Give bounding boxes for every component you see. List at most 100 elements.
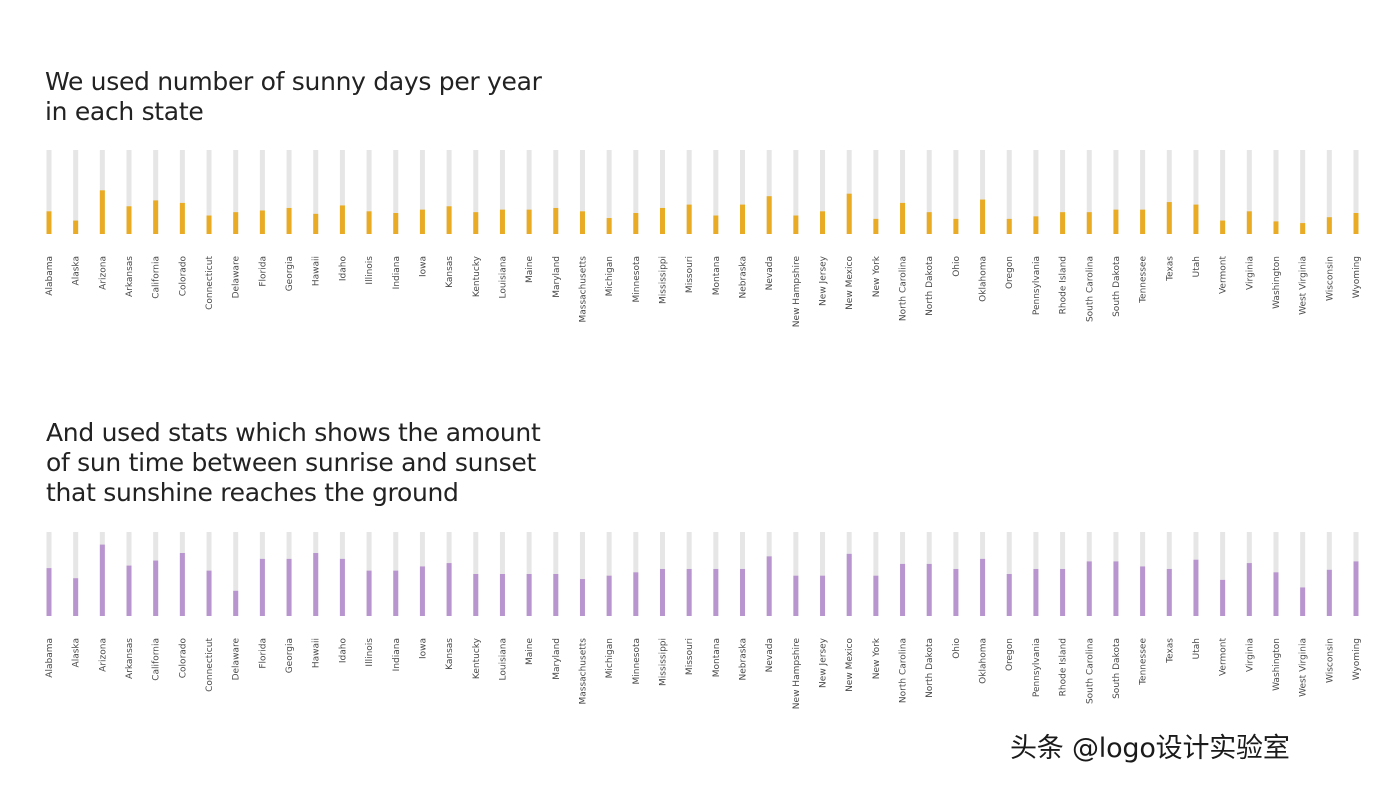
sun-time-tick-label: Hawaii: [312, 638, 322, 668]
sun-time-bar: [1273, 572, 1279, 616]
sun-time-tick-label: Maryland: [552, 638, 562, 680]
sun-time-track: [820, 532, 826, 616]
sunny-days-tick-label: Indiana: [392, 256, 402, 289]
sun-time-tick-label: Georgia: [285, 638, 295, 673]
sunny-days-bar: [900, 202, 906, 234]
sun-time-track: [73, 532, 79, 616]
sunny-days-bar: [286, 207, 292, 234]
sun-time-bar: [446, 563, 452, 616]
sunny-days-bar: [1113, 209, 1119, 234]
sunny-days-track: [1086, 150, 1092, 234]
sunny-days-track: [1140, 150, 1146, 234]
sun-time-tick-label: Iowa: [418, 638, 428, 659]
sunny-days-tick-label: Oregon: [1005, 256, 1015, 289]
sunny-days-track: [926, 150, 932, 234]
sun-time-bar: [1326, 569, 1332, 616]
sunny-days-track: [980, 150, 986, 234]
sun-time-bar: [473, 574, 479, 616]
sunny-days-tick-label: Iowa: [418, 256, 428, 277]
sun-time-bar: [1086, 561, 1092, 616]
sun-time-track: [1300, 532, 1306, 616]
sunny-days-bar: [606, 218, 612, 234]
sunny-days-track: [740, 150, 746, 234]
sunny-days-tick-label: North Carolina: [899, 256, 909, 321]
sunny-days-bar: [1353, 213, 1359, 234]
sunny-days-track: [1246, 150, 1252, 234]
sunny-days-tick-label: Illinois: [365, 256, 375, 285]
sunny-days-tick-label: Maine: [525, 256, 535, 283]
sunny-days-tick-label: Maryland: [552, 256, 562, 298]
sun-time-bar: [286, 558, 292, 616]
chart-1-heading: We used number of sunny days per year in…: [45, 67, 542, 127]
sunny-days-track: [206, 150, 212, 234]
sunny-days-tick-label: Minnesota: [632, 256, 642, 302]
sunny-days-track: [659, 150, 665, 234]
sunny-days-bar: [846, 193, 852, 234]
sunny-days-track: [686, 150, 692, 234]
sunny-days-track: [473, 150, 479, 234]
sun-time-tick-label: Minnesota: [632, 638, 642, 684]
sun-time-bar: [126, 565, 132, 616]
sun-time-tick-label: Connecticut: [205, 638, 215, 692]
sun-time-chart: Alabama Alaska Arizona Arkansas California Co…: [45, 532, 1362, 709]
sunny-days-track: [846, 150, 852, 234]
sunny-days-track: [1273, 150, 1279, 234]
sunny-days-track: [900, 150, 906, 234]
sunny-days-chart: Alabama Alaska Arizona Arkansas California Co…: [45, 150, 1362, 327]
sunny-days-tick-label: Oklahoma: [979, 256, 989, 302]
sunny-days-bar: [553, 207, 559, 234]
sunny-days-track: [46, 150, 52, 234]
chart-2-heading-line-1: And used stats which shows the amount: [46, 418, 541, 447]
sunny-days-bar: [1033, 216, 1039, 234]
sunny-days-track: [366, 150, 372, 234]
sunny-days-bar: [499, 209, 505, 234]
sunny-days-bar: [339, 205, 345, 234]
sunny-days-tick-label: Ohio: [952, 256, 962, 277]
sun-time-bar: [1193, 559, 1199, 616]
sunny-days-track: [766, 150, 772, 234]
sunny-days-tick-label: Massachusetts: [578, 256, 588, 323]
sun-time-bar: [233, 590, 239, 616]
sunny-days-bar: [259, 210, 265, 234]
sun-time-tick-label: Montana: [712, 638, 722, 677]
sunny-days-track: [1113, 150, 1119, 234]
sunny-days-bar: [46, 211, 52, 234]
sunny-days-bar: [659, 207, 665, 234]
sun-time-tick-label: Vermont: [1219, 638, 1229, 677]
sunny-days-bar: [1060, 212, 1066, 234]
sun-time-bar: [659, 568, 665, 616]
sunny-days-bar: [1166, 202, 1172, 234]
sun-time-bar: [873, 575, 879, 616]
sun-time-bar: [606, 575, 612, 616]
sunny-days-tick-label: Alabama: [45, 256, 55, 296]
sunny-days-track: [339, 150, 345, 234]
sunny-days-tick-label: Wyoming: [1352, 256, 1362, 298]
sun-time-tick-label: Washington: [1272, 638, 1282, 691]
sunny-days-tick-label: Virginia: [1245, 256, 1255, 290]
sunny-days-track: [179, 150, 185, 234]
sunny-days-track: [713, 150, 719, 234]
sun-time-tick-label: Illinois: [365, 638, 375, 667]
sunny-days-bar: [820, 211, 826, 234]
sunny-days-bar: [766, 196, 772, 234]
sun-time-tick-label: California: [152, 638, 162, 681]
sun-time-tick-label: South Carolina: [1085, 638, 1095, 704]
sunny-days-bar: [393, 213, 399, 234]
sun-time-tick-label: Rhode Island: [1059, 638, 1069, 696]
sunny-days-tick-label: Arkansas: [125, 256, 135, 297]
sun-time-tick-label: Oregon: [1005, 638, 1015, 671]
sun-time-bar: [1140, 566, 1146, 616]
sun-time-bar: [99, 544, 105, 616]
sun-time-bar: [339, 558, 345, 616]
sunny-days-track: [233, 150, 239, 234]
sunny-days-tick-label: Alaska: [72, 256, 82, 285]
sun-time-bar: [73, 578, 79, 616]
sun-time-bar: [766, 556, 772, 616]
sunny-days-track: [286, 150, 292, 234]
sunny-days-bar: [419, 209, 425, 234]
sunny-days-bar: [233, 212, 239, 234]
sun-time-bar: [740, 568, 746, 616]
sun-time-tick-label: Nevada: [765, 638, 775, 672]
sunny-days-bar: [73, 220, 79, 234]
sunny-days-tick-label: Delaware: [232, 256, 242, 299]
